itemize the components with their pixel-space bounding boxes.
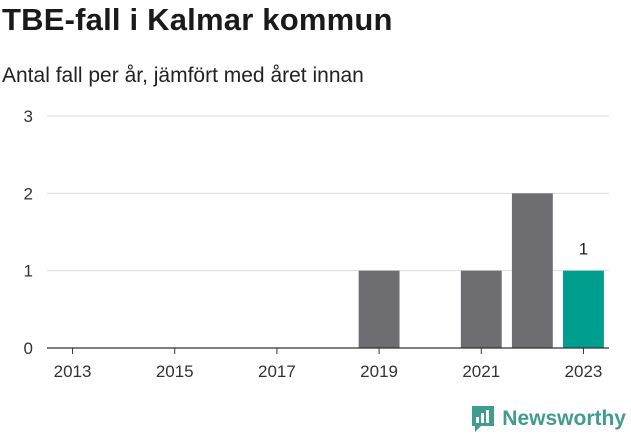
x-tick-label: 2021 (462, 362, 500, 381)
y-tick-label: 3 (24, 107, 33, 126)
bar-2023 (563, 270, 604, 348)
y-tick-label: 1 (24, 262, 33, 281)
y-tick-label: 2 (24, 184, 33, 203)
data-label: 1 (579, 240, 588, 259)
chart-title: TBE-fall i Kalmar kommun (2, 2, 393, 37)
x-tick-label: 2019 (360, 362, 398, 381)
bars (358, 193, 604, 348)
brand-name: Newsworthy (502, 407, 626, 430)
axes (47, 347, 609, 354)
labels: 0 1 2 3 2013 2015 2017 2019 2021 2023 1 (24, 107, 603, 381)
bar-2021 (460, 270, 502, 348)
x-tick-label: 2017 (258, 362, 296, 381)
y-tick-label: 0 (24, 339, 33, 358)
bar-2022 (511, 193, 553, 348)
bar-2019 (358, 270, 400, 348)
brand-logo: Newsworthy (470, 405, 626, 433)
chart-subtitle: Antal fall per år, jämfört med året inna… (2, 64, 364, 87)
x-tick-label: 2023 (565, 362, 603, 381)
x-tick-label: 2015 (156, 362, 194, 381)
x-tick-label: 2013 (54, 362, 92, 381)
newsworthy-logo-icon (472, 406, 495, 432)
